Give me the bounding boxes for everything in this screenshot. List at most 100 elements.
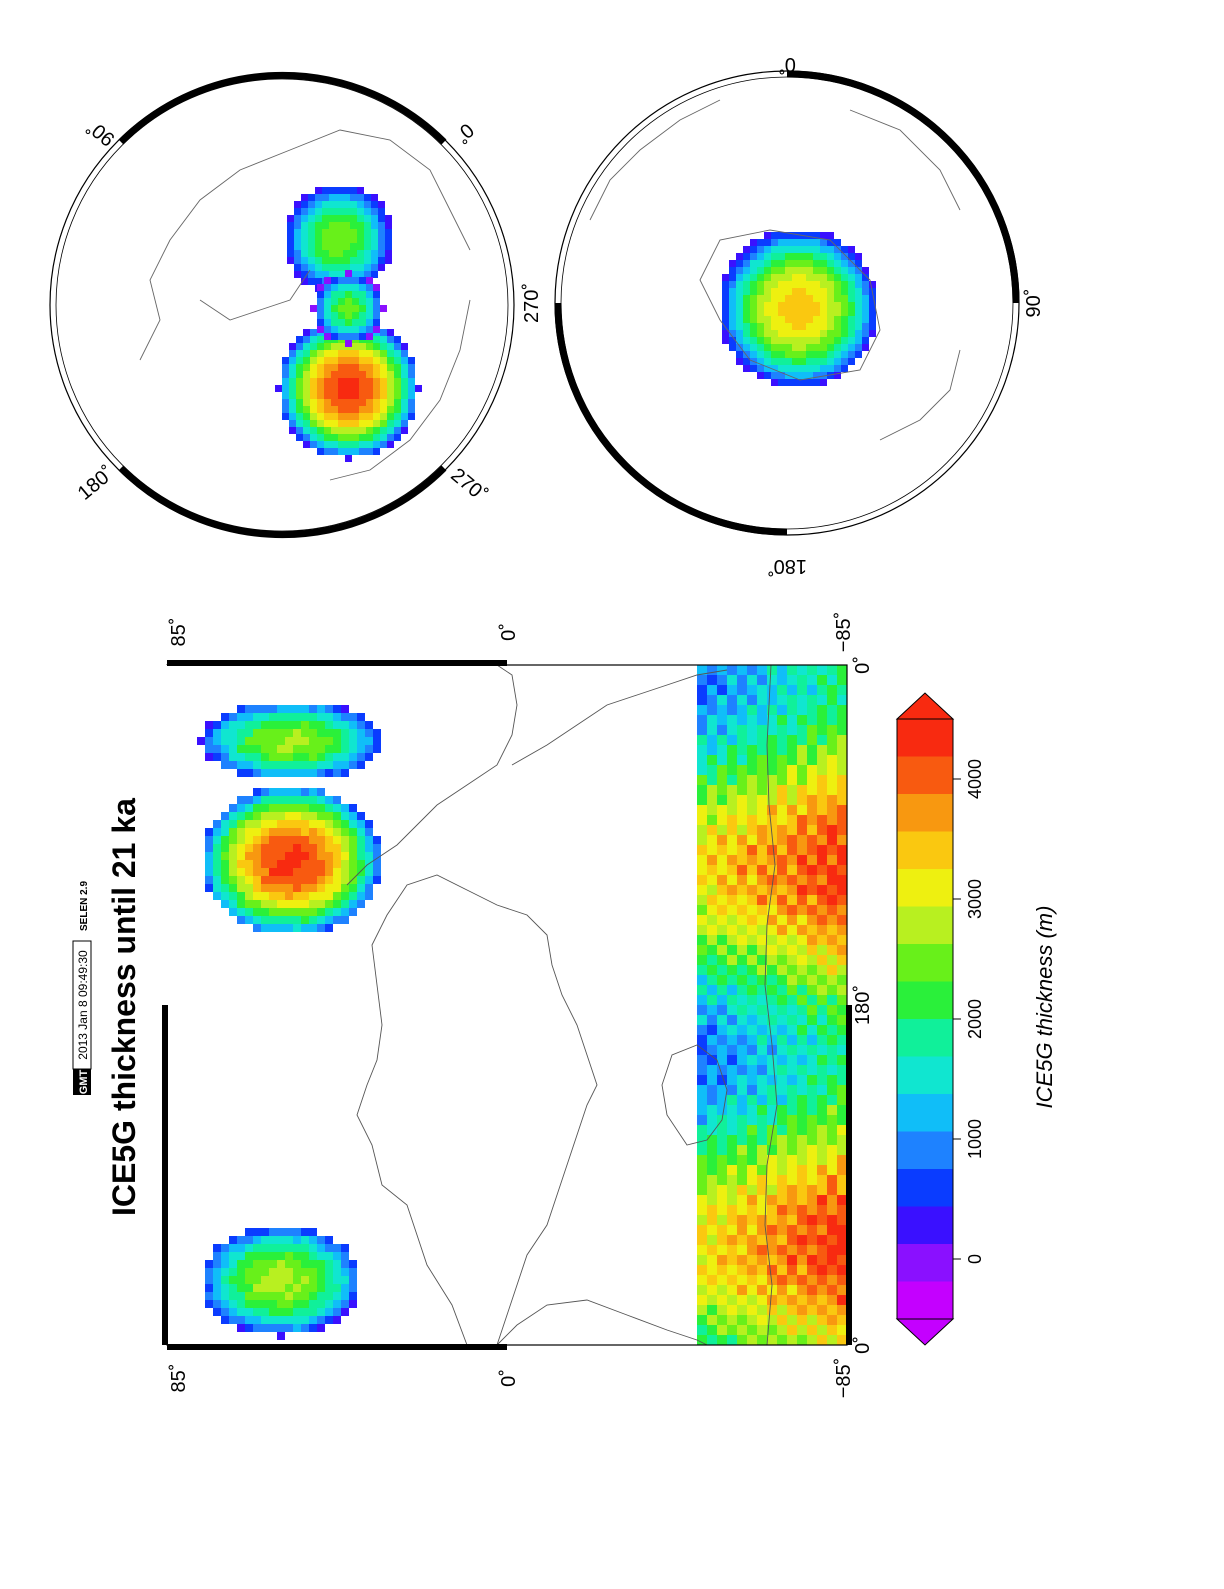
ice-cell bbox=[827, 865, 837, 875]
ice-cell bbox=[778, 330, 785, 337]
ice-cell bbox=[747, 935, 757, 945]
ice-cell bbox=[717, 915, 727, 925]
ice-cell bbox=[707, 1265, 717, 1275]
ice-cell bbox=[817, 885, 827, 895]
ice-cell bbox=[777, 685, 787, 695]
north-coastlines bbox=[139, 129, 471, 481]
ice-cell bbox=[820, 309, 827, 316]
ice-cell bbox=[817, 855, 827, 865]
ice-cell bbox=[737, 1015, 747, 1025]
ice-cell bbox=[322, 243, 329, 250]
coast-antarctica bbox=[764, 664, 778, 1346]
ice-cell bbox=[787, 665, 797, 675]
ice-cell bbox=[277, 729, 285, 737]
ice-cell bbox=[296, 413, 303, 420]
ice-cell bbox=[837, 1035, 847, 1045]
ice-cell bbox=[817, 1095, 827, 1105]
ice-cell bbox=[364, 215, 371, 222]
ice-cell bbox=[331, 399, 338, 406]
ice-cell bbox=[817, 965, 827, 975]
ice-cell bbox=[841, 253, 848, 260]
ice-cell bbox=[296, 420, 303, 427]
ice-cell bbox=[324, 406, 331, 413]
ice-cell bbox=[331, 448, 338, 455]
ice-cell bbox=[862, 302, 869, 309]
ice-cell bbox=[349, 812, 357, 820]
ice-cell bbox=[797, 815, 807, 825]
ice-cell bbox=[787, 1145, 797, 1155]
ice-cell bbox=[378, 222, 385, 229]
timestamp-box bbox=[72, 940, 92, 1070]
ice-cell bbox=[309, 900, 317, 908]
ice-cell bbox=[747, 1335, 757, 1345]
ice-cell bbox=[797, 835, 807, 845]
ice-cell bbox=[237, 804, 245, 812]
ice-cell bbox=[862, 288, 869, 295]
ice-cell bbox=[807, 755, 817, 765]
ice-cell bbox=[777, 1025, 787, 1035]
ice-cell bbox=[747, 815, 757, 825]
ice-cell bbox=[352, 392, 359, 399]
ice-cell bbox=[213, 753, 221, 761]
ice-cell bbox=[717, 1155, 727, 1165]
ice-cell bbox=[341, 916, 349, 924]
ice-cell bbox=[697, 1225, 707, 1235]
ice-cell bbox=[807, 695, 817, 705]
ice-cell bbox=[301, 705, 309, 713]
ice-cell bbox=[308, 215, 315, 222]
ice-cell bbox=[301, 737, 309, 745]
ice-cell bbox=[309, 836, 317, 844]
ice-cell bbox=[747, 1105, 757, 1115]
ice-cell bbox=[285, 753, 293, 761]
ice-cell bbox=[797, 1245, 807, 1255]
ice-cell bbox=[229, 1260, 237, 1268]
ice-cell bbox=[333, 1244, 341, 1252]
ice-cell bbox=[324, 326, 331, 333]
gmt-logo-box bbox=[73, 1069, 91, 1095]
ice-cell bbox=[245, 753, 253, 761]
ice-cell bbox=[869, 309, 876, 316]
ice-cell bbox=[303, 350, 310, 357]
ice-cell bbox=[827, 1235, 837, 1245]
ice-cell bbox=[747, 725, 757, 735]
ice-cell bbox=[317, 892, 325, 900]
ice-cell bbox=[261, 1316, 269, 1324]
ice-cell bbox=[827, 1305, 837, 1315]
ice-cell bbox=[862, 295, 869, 302]
ice-cell bbox=[380, 357, 387, 364]
ice-cell bbox=[717, 1315, 727, 1325]
ice-cell bbox=[309, 1324, 317, 1332]
ice-cell bbox=[229, 1252, 237, 1260]
ice-cell bbox=[807, 1145, 817, 1155]
ice-cell bbox=[841, 344, 848, 351]
ice-cell bbox=[777, 785, 787, 795]
ice-cell bbox=[757, 1175, 767, 1185]
ice-cell bbox=[707, 1195, 717, 1205]
ice-cell bbox=[293, 820, 301, 828]
ice-cell bbox=[345, 434, 352, 441]
ice-cell bbox=[777, 1315, 787, 1325]
ice-cell bbox=[848, 337, 855, 344]
ice-cell bbox=[365, 892, 373, 900]
ice-cell bbox=[817, 1155, 827, 1165]
ice-cell bbox=[697, 765, 707, 775]
ice-cell bbox=[848, 281, 855, 288]
ice-cell bbox=[366, 420, 373, 427]
ice-cell bbox=[785, 351, 792, 358]
ice-cell bbox=[778, 365, 785, 372]
ice-cell bbox=[787, 1055, 797, 1065]
ice-cell bbox=[310, 378, 317, 385]
ice-cell bbox=[309, 1316, 317, 1324]
ice-cell bbox=[349, 892, 357, 900]
ice-cell bbox=[261, 868, 269, 876]
ice-cell bbox=[727, 785, 737, 795]
ice-cell bbox=[365, 884, 373, 892]
ice-cell bbox=[862, 309, 869, 316]
ice-cell bbox=[817, 1255, 827, 1265]
ice-cell bbox=[293, 1252, 301, 1260]
ice-cell bbox=[767, 1165, 777, 1175]
ice-cell bbox=[338, 364, 345, 371]
ice-cell bbox=[707, 1105, 717, 1115]
ice-cell bbox=[309, 1244, 317, 1252]
south-lon-label-0: 0˚ bbox=[778, 53, 796, 75]
